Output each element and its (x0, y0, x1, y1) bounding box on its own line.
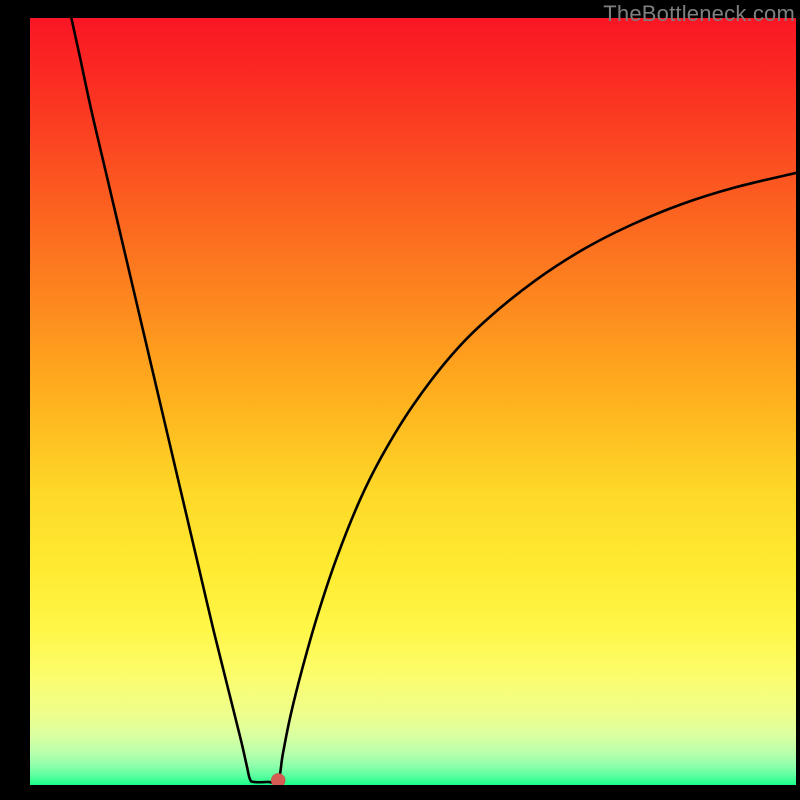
plot-area (30, 18, 796, 785)
optimal-point-marker (271, 773, 285, 785)
gradient-background (30, 18, 796, 785)
chart-svg (30, 18, 796, 785)
watermark-text: TheBottleneck.com (603, 1, 795, 27)
